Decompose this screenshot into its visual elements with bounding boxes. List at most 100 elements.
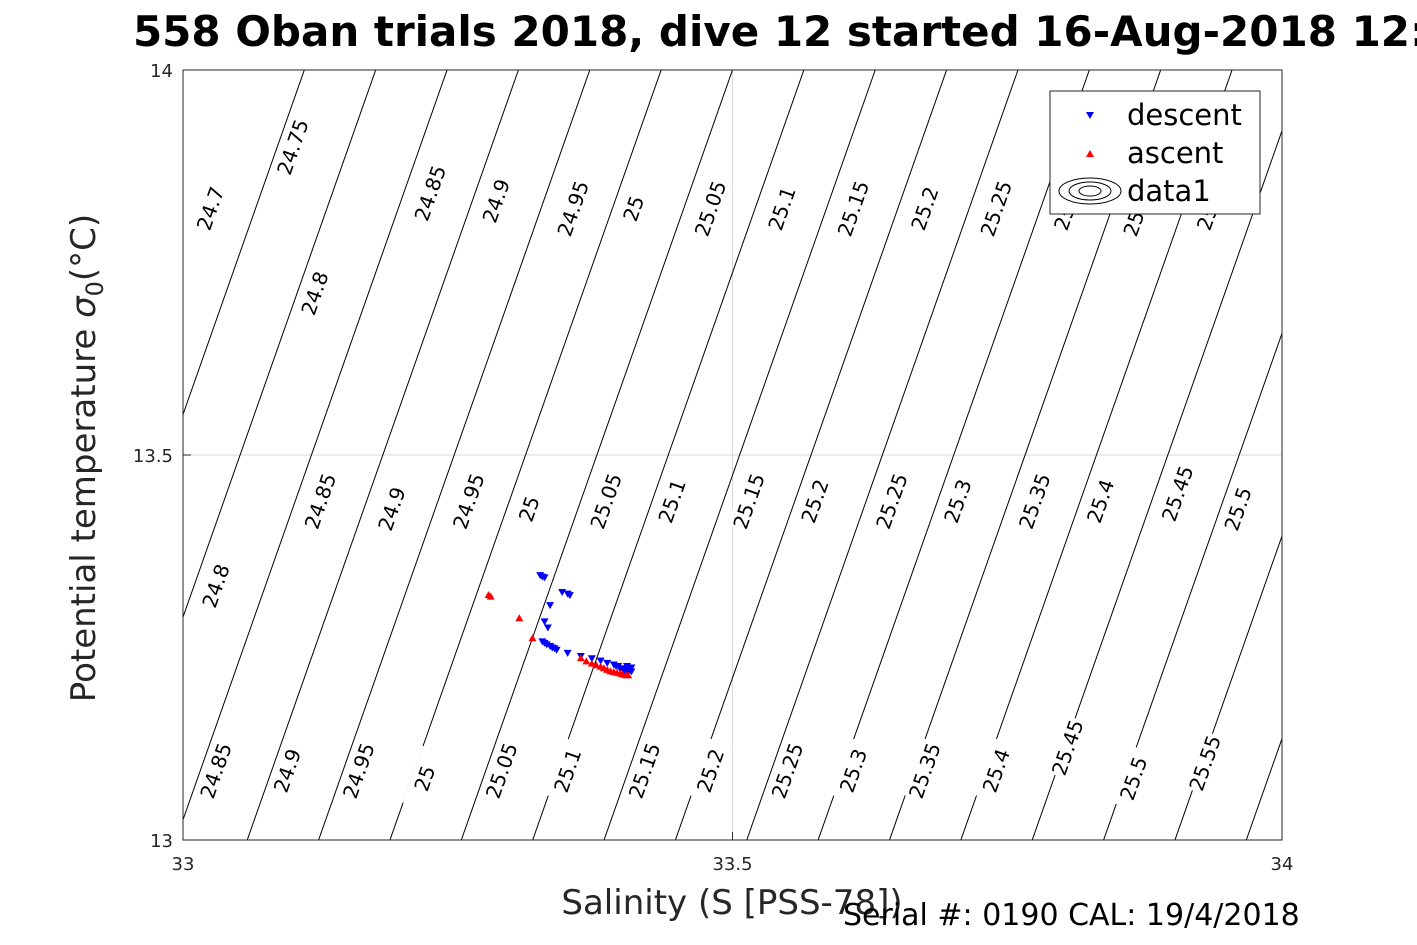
contour-label-bg — [408, 160, 453, 226]
contour-label-bg — [298, 468, 343, 534]
descent-point — [540, 574, 549, 582]
contour-line — [1245, 737, 1282, 840]
contour-label-bg — [726, 468, 772, 534]
ascent-point — [624, 671, 633, 679]
descent-point — [540, 618, 549, 626]
contour-label-bg — [446, 468, 491, 534]
y-tick-label: 13.5 — [133, 446, 173, 467]
contour-label-bg — [759, 175, 805, 242]
contour-label-bg — [688, 738, 733, 804]
contour-label-bg — [831, 738, 876, 804]
contour-label-bg — [545, 738, 590, 804]
y-tick-label: 14 — [150, 61, 173, 82]
contour-line — [603, 70, 876, 840]
contour-label-bg — [193, 553, 239, 619]
chart-title: 558 Oban trials 2018, dive 12 started 16… — [0, 6, 1417, 66]
contour-label-bg — [193, 738, 239, 804]
y-axis-label-text: Potential temperature — [64, 329, 104, 702]
contour-line — [246, 70, 519, 840]
descent-point — [627, 668, 636, 676]
data-points — [484, 572, 636, 679]
axis-ticks: 33 33.5 34 13 13.5 14 — [133, 61, 1294, 875]
y-tick-label: 13 — [150, 831, 173, 852]
contour-label-bg — [902, 175, 948, 242]
ascent-point — [486, 592, 495, 600]
contour-label-bg — [611, 175, 656, 242]
contour-label-bg — [974, 175, 1019, 242]
legend-contour-icon — [1058, 177, 1122, 205]
descent-point — [565, 592, 574, 600]
contour-label-bg — [336, 738, 382, 804]
contour-label-bg — [265, 738, 310, 804]
contour-label-bg — [1111, 745, 1156, 812]
legend-box — [1049, 90, 1261, 215]
contour-label-bg — [869, 468, 915, 534]
y-axis-label-unit: (°C) — [64, 214, 104, 281]
contour-line — [183, 70, 377, 619]
x-tick-label: 34 — [1271, 854, 1294, 875]
contour-label-bg — [622, 738, 667, 804]
y-axis-label-symbol: σ — [64, 295, 104, 318]
contour-label-bg — [902, 738, 948, 804]
contour-label-bg — [1045, 714, 1090, 781]
y-axis-label-subscript: 0 — [81, 281, 109, 296]
ascent-point — [528, 634, 537, 642]
ascent-point — [582, 657, 591, 665]
x-axis-label: Salinity (S [PSS-78]) — [561, 883, 902, 923]
legend-ascent-label: ascent — [1127, 136, 1223, 170]
x-tick-label: 33 — [172, 854, 195, 875]
legend-descent-marker — [1086, 112, 1094, 119]
ascent-point — [587, 659, 596, 667]
descent-point — [627, 664, 636, 672]
contour-label-bg — [688, 175, 733, 242]
contour-label-bg — [792, 468, 838, 534]
descent-point — [616, 666, 625, 674]
contour-label-bg — [1078, 468, 1123, 534]
contour-line — [183, 70, 305, 416]
descent-point — [612, 662, 621, 670]
contour-label-bg — [1155, 460, 1200, 527]
contour-label-bg — [479, 738, 524, 804]
contour-label-bg — [935, 468, 981, 534]
contour-label-bg — [1215, 476, 1261, 542]
contour-label-bg — [270, 114, 316, 180]
contour-line — [183, 70, 448, 822]
contour-label-bg — [188, 175, 233, 242]
contour-label-bg — [369, 476, 415, 542]
descent-point — [587, 655, 596, 663]
contour-label-bg — [974, 738, 1019, 804]
contour-line — [460, 70, 734, 840]
descent-point — [552, 646, 561, 654]
y-axis-label: Potential temperature σ0(°C) — [64, 214, 109, 702]
descent-point — [603, 659, 612, 667]
serial-calibration-footer: Serial #: 0190 CAL: 19/4/2018 — [843, 898, 1300, 933]
contour-label-bg — [473, 168, 519, 234]
contour-label-bg — [292, 260, 338, 326]
contour-label-group: 25.5 — [1111, 745, 1156, 812]
contour-label-bg — [1012, 468, 1057, 534]
x-tick-label: 33.5 — [712, 854, 752, 875]
contour-label-bg — [831, 175, 876, 242]
contour-label-bg — [550, 175, 596, 242]
contour-line — [746, 70, 1019, 840]
descent-point — [546, 602, 555, 610]
descent-point — [563, 649, 572, 657]
ascent-point — [592, 661, 601, 669]
legend: descent ascent data1 — [1049, 90, 1261, 215]
contour-label-bg — [402, 745, 448, 812]
contour-line — [318, 70, 591, 840]
descent-point — [596, 657, 605, 665]
descent-point — [543, 624, 552, 632]
chart-title-text: 558 Oban trials 2018, dive 12 started 16… — [132, 7, 1417, 56]
ascent-point — [576, 654, 585, 662]
contour-label-bg — [506, 476, 552, 542]
contour-label-bg — [765, 738, 810, 804]
contour-label-bg — [1182, 730, 1228, 796]
ascent-point — [515, 614, 524, 622]
legend-ascent-marker — [1086, 150, 1094, 157]
contour-label-bg — [583, 468, 629, 534]
legend-descent-label: descent — [1127, 98, 1242, 132]
contour-label-bg — [649, 468, 695, 534]
legend-data1-label: data1 — [1127, 174, 1211, 208]
